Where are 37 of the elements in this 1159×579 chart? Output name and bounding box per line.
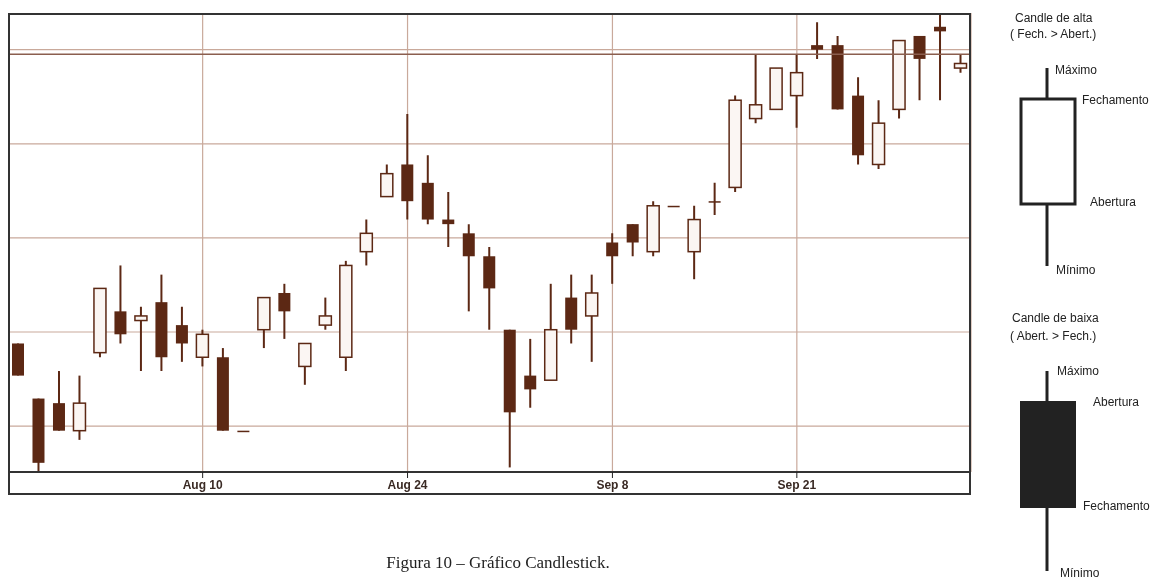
text: Abertura (1090, 195, 1137, 209)
candlestick (524, 337, 537, 409)
text: Mínimo (1056, 263, 1096, 277)
text: Mínimo (1060, 566, 1100, 579)
candlestick (748, 53, 763, 125)
candlestick (626, 223, 639, 258)
candlestick (359, 218, 374, 267)
candlestick (298, 342, 312, 386)
candlestick (175, 305, 188, 363)
candlestick (953, 53, 968, 74)
candlestick (811, 21, 824, 60)
text: Figura 10 – Gráfico Candlestick. (385, 553, 611, 573)
candlestick (380, 163, 394, 198)
candlestick (708, 181, 721, 216)
text: Máximo (1057, 364, 1100, 378)
candlestick (913, 34, 926, 102)
text: ( Abert. > Fech.) (1010, 329, 1097, 343)
text: Abertura (1093, 395, 1140, 409)
text: Fechamento (1083, 499, 1151, 513)
candlestick (318, 296, 333, 331)
x-tick-label: Aug 10 (182, 477, 223, 492)
text: Máximo (1055, 63, 1098, 77)
text: Fechamento (1082, 93, 1150, 107)
candlestick (462, 223, 475, 313)
candlestick (195, 328, 210, 368)
text: ( Fech. > Abert.) (1010, 27, 1097, 41)
candlestick (114, 264, 127, 345)
candlestick (134, 305, 148, 373)
candlestick (584, 273, 599, 363)
candlestick (278, 282, 291, 340)
x-tick-label: Sep 8 (596, 477, 629, 492)
x-tick-label: Aug 24 (387, 477, 428, 492)
text: Candle de baixa (1012, 311, 1100, 325)
candlestick (606, 232, 619, 285)
x-tick-label: Sep 21 (777, 477, 817, 492)
candlestick (789, 53, 804, 129)
text: Candle de alta (1015, 11, 1093, 25)
